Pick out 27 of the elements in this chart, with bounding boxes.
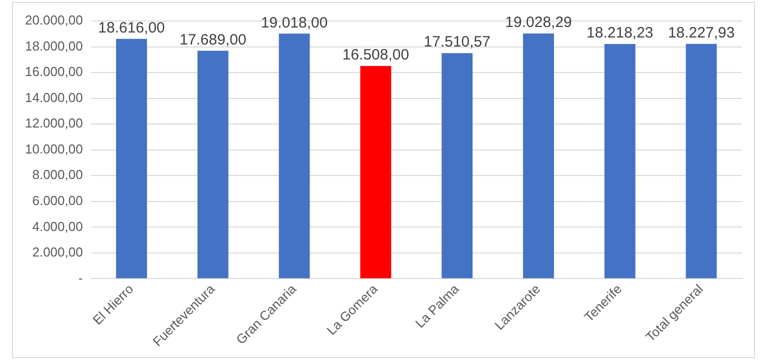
bar	[197, 50, 228, 278]
y-tick-label: 20.000,00	[24, 12, 83, 28]
bar	[116, 38, 147, 278]
data-label: 17.689,00	[180, 31, 246, 48]
y-tick-label: 2.000,00	[32, 244, 83, 260]
data-label: 18.616,00	[98, 19, 165, 36]
bar	[523, 34, 554, 278]
y-tick-label: 4.000,00	[32, 218, 83, 234]
y-tick-label: 18.000,00	[24, 38, 83, 54]
bar	[686, 44, 717, 278]
bar	[360, 66, 392, 278]
y-tick-label: -	[78, 270, 83, 286]
data-label: 16.508,00	[342, 46, 410, 64]
y-tick-label: 8.000,00	[32, 167, 83, 182]
y-tick-label: 10.000,00	[24, 141, 83, 156]
y-tick-label: 14.000,00	[24, 90, 83, 105]
y-tick-label: 16.000,00	[24, 64, 83, 80]
bar	[278, 34, 310, 278]
data-label: 19.028,29	[505, 14, 572, 32]
bar	[442, 53, 473, 278]
y-tick-label: 12.000,00	[24, 116, 83, 131]
data-label: 18.227,93	[668, 24, 735, 42]
bar	[604, 44, 636, 278]
y-tick-label: 6.000,00	[32, 192, 83, 208]
data-label: 17.510,57	[424, 34, 490, 51]
data-label: 18.218,23	[586, 24, 654, 42]
data-label: 19.018,00	[260, 14, 328, 32]
